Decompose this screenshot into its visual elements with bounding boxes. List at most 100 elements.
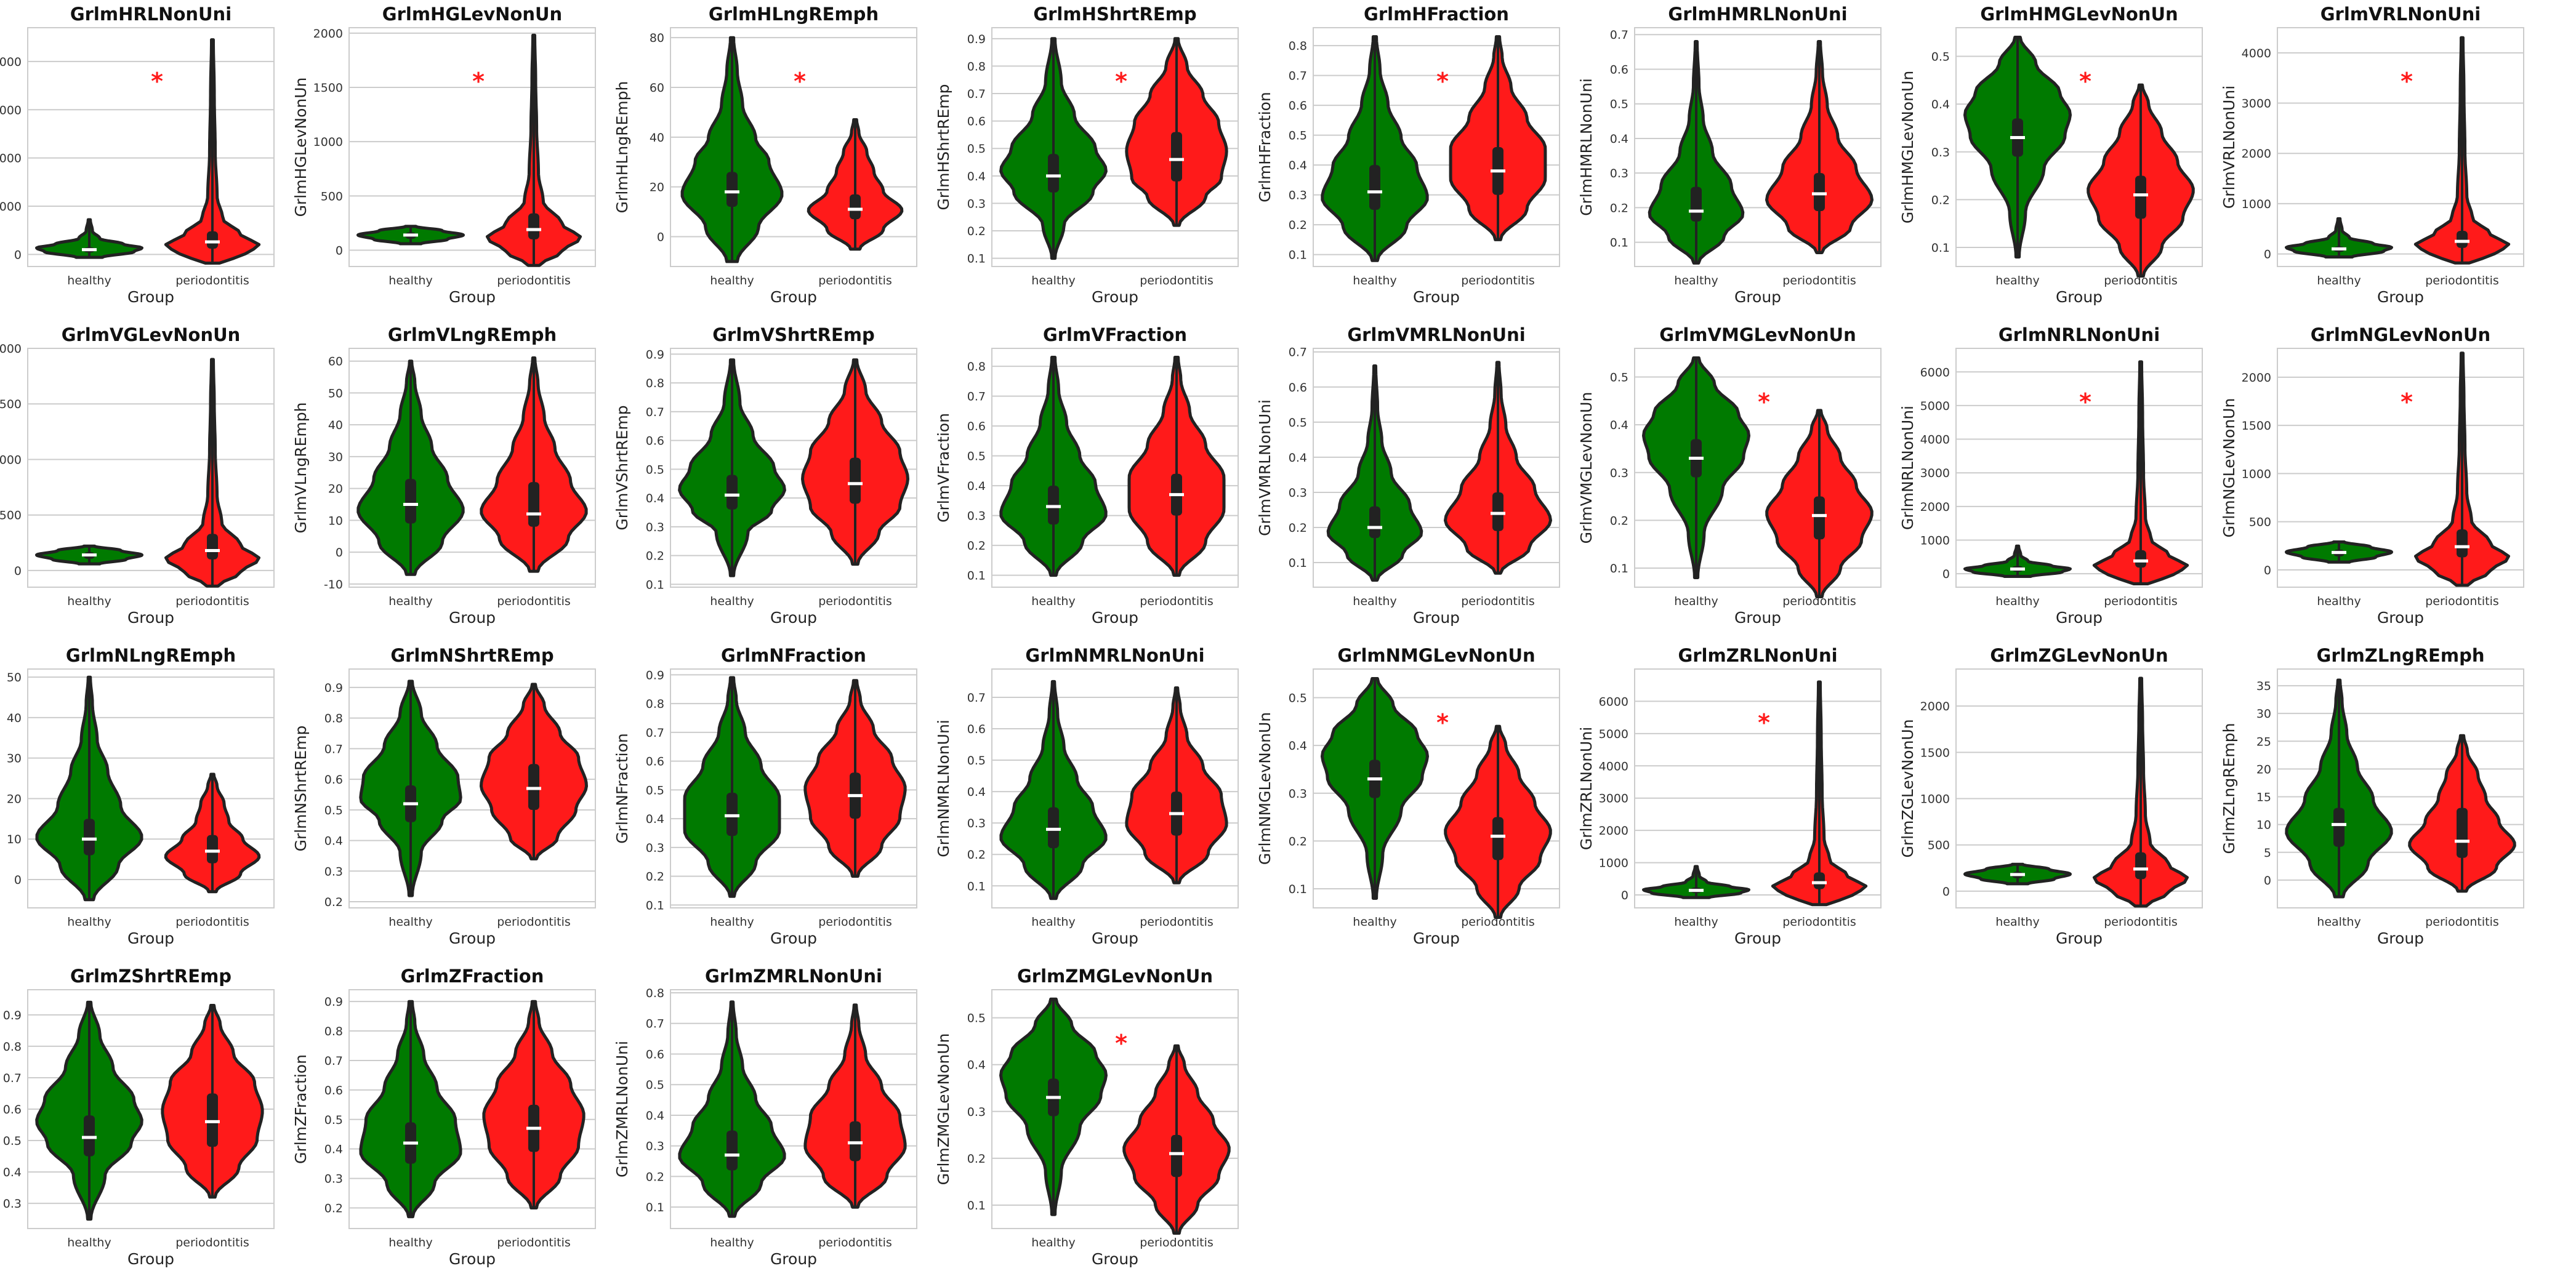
y-tick-label: 30 (7, 752, 22, 766)
y-tick-label: 0.5 (1610, 98, 1628, 111)
violin-iqr-box (727, 1130, 738, 1171)
y-tick-label: 1500 (1920, 746, 1950, 760)
y-tick-label: 0.9 (3, 1009, 22, 1022)
y-tick-label: 1000 (2242, 467, 2271, 481)
x-axis-label: Group (1092, 1250, 1138, 1268)
panel-title: GrlmZLngREmph (2317, 645, 2485, 666)
violin-panel: -10 0 10 20 30 40 50 60 GrlmVLngREmph GrlmVLngREm… (292, 324, 596, 627)
x-tick-label: healthy (710, 274, 754, 287)
x-axis-label: Group (127, 288, 174, 306)
y-tick-label: 0 (14, 873, 22, 887)
panel-title: GrlmVLngREmph (388, 324, 557, 345)
x-tick-label: healthy (67, 915, 111, 929)
violin-panel: 0.2 0.3 0.4 0.5 0.6 0.7 0.8 0.9 GrlmNShrtREmp Grl… (292, 645, 596, 947)
y-tick-label: 35 (2256, 680, 2271, 693)
x-tick-label: periodontitis (2425, 915, 2499, 929)
y-tick-label: 0.5 (646, 463, 664, 476)
y-tick-label: 0.3 (646, 841, 664, 855)
y-tick-label: 0.4 (1610, 419, 1628, 432)
y-tick-label: 0.7 (646, 726, 664, 740)
y-tick-label: 5000 (1920, 399, 1950, 413)
y-tick-label: 1500 (0, 398, 22, 411)
y-tick-label: 0.4 (967, 785, 986, 799)
violin-panel: 0.2 0.3 0.4 0.5 0.6 0.7 0.8 0.9 GrlmZFraction Grl… (292, 966, 596, 1268)
violin-iqr-box (1369, 165, 1380, 210)
panel-title: GrlmNLngREmph (66, 645, 236, 666)
y-tick-label: 6000 (1920, 366, 1950, 379)
violin-panel: 0.1 0.2 0.3 0.4 0.5 GrlmZMGLevNonUn GrlmZMGLev… (935, 966, 1239, 1268)
y-tick-label: 0.2 (324, 1201, 343, 1215)
y-tick-label: 0.6 (1289, 381, 1307, 395)
x-tick-label: healthy (1031, 274, 1075, 287)
plot-frame (991, 668, 1239, 908)
violin-iqr-box (1048, 807, 1059, 848)
violin-panel: 0.30.40.50.60.70.80.9GrlmZShrtREmpGrlmZS… (3, 966, 275, 1268)
panel-title: GrlmZMRLNonUni (705, 966, 882, 987)
plot-frame (991, 27, 1239, 267)
x-axis-label: Group (127, 609, 174, 627)
x-axis-label: Group (770, 1250, 817, 1268)
plot-frame (1313, 668, 1560, 908)
y-tick-label: 60 (328, 355, 343, 369)
violin-iqr-box (850, 194, 861, 220)
y-tick-label: 0.5 (1610, 371, 1628, 385)
plot-frame (1313, 27, 1560, 267)
y-tick-label: 0.5 (1931, 50, 1950, 64)
y-tick-label: 60 (650, 81, 664, 95)
x-tick-label: periodontitis (175, 595, 249, 608)
violin-panel: 0.1 0.2 0.3 0.4 0.5 0.6 0.7 0.8 GrlmZMRLNonUni Gr… (613, 966, 917, 1268)
y-tick-label: 0.3 (967, 510, 986, 523)
violin-panel: 0.1 0.2 0.3 0.4 0.5 0.6 0.7 GrlmNMRLNonUni GrlmN… (935, 645, 1239, 947)
violin-iqr-box (727, 172, 738, 207)
plot-frame (670, 27, 917, 267)
y-tick-label: 0 (336, 546, 343, 559)
y-tick-label: 0.6 (1610, 63, 1628, 76)
y-tick-label: 0.3 (1289, 189, 1307, 202)
y-tick-label: 0.1 (967, 569, 986, 583)
y-tick-label: 0 (2264, 248, 2271, 262)
y-tick-label: 0.1 (967, 1199, 986, 1213)
y-axis-label: GrlmVLngREmph (292, 403, 310, 534)
y-tick-label: 0 (1621, 889, 1628, 902)
y-tick-label: 0.2 (967, 539, 986, 553)
y-tick-label: 4000 (0, 55, 22, 69)
y-tick-label: 0.3 (1289, 486, 1307, 500)
y-tick-label: 0.1 (1289, 556, 1307, 570)
panel-title: GrlmNMGLevNonUn (1337, 645, 1535, 666)
y-axis-label: GrlmZMRLNonUni (613, 1041, 631, 1177)
x-tick-label: healthy (1674, 274, 1718, 287)
y-tick-label: 6000 (1599, 695, 1628, 708)
violin-panel: 0.1 0.2 0.3 0.4 0.5 0.6 0.7 GrlmVMRLNonUni GrlmV… (1256, 324, 1560, 627)
significance-star: * (1115, 1030, 1127, 1057)
y-axis-label: GrlmZFraction (292, 1054, 310, 1164)
x-axis-label: Group (1092, 288, 1138, 306)
violin-iqr-box (207, 534, 218, 559)
x-tick-label: healthy (1995, 595, 2039, 608)
panel-title: GrlmVShrtREmp (712, 324, 875, 345)
y-tick-label: 0.9 (324, 995, 343, 1009)
y-tick-label: 0.6 (3, 1103, 22, 1117)
y-axis-label: GrlmNMGLevNonUn (1256, 712, 1274, 865)
y-tick-label: 1000 (1920, 534, 1950, 547)
violin-iqr-box (84, 819, 95, 856)
x-tick-label: periodontitis (1140, 915, 1214, 929)
violin-panel: 0 500 1000 1500 2000 GrlmNGLevNonUn GrlmNGLevN… (2220, 324, 2524, 627)
x-tick-label: periodontitis (497, 595, 571, 608)
violin-iqr-box (528, 482, 539, 527)
plot-frame (348, 989, 596, 1229)
panel-title: GrlmZGLevNonUn (1990, 645, 2168, 666)
plot-frame (2277, 348, 2524, 588)
x-tick-label: healthy (1674, 595, 1718, 608)
violin-iqr-box (207, 231, 218, 249)
y-tick-label: 0.8 (967, 60, 986, 73)
y-tick-label: 0.5 (967, 754, 986, 768)
violin-iqr-box (2135, 852, 2146, 880)
x-tick-label: healthy (388, 915, 432, 929)
y-tick-label: 0.5 (646, 1078, 664, 1092)
x-tick-label: periodontitis (1140, 274, 1214, 287)
y-tick-label: 0.7 (646, 1017, 664, 1031)
x-tick-label: healthy (388, 595, 432, 608)
y-tick-label: 1000 (0, 453, 22, 467)
x-axis-label: Group (2377, 288, 2424, 306)
